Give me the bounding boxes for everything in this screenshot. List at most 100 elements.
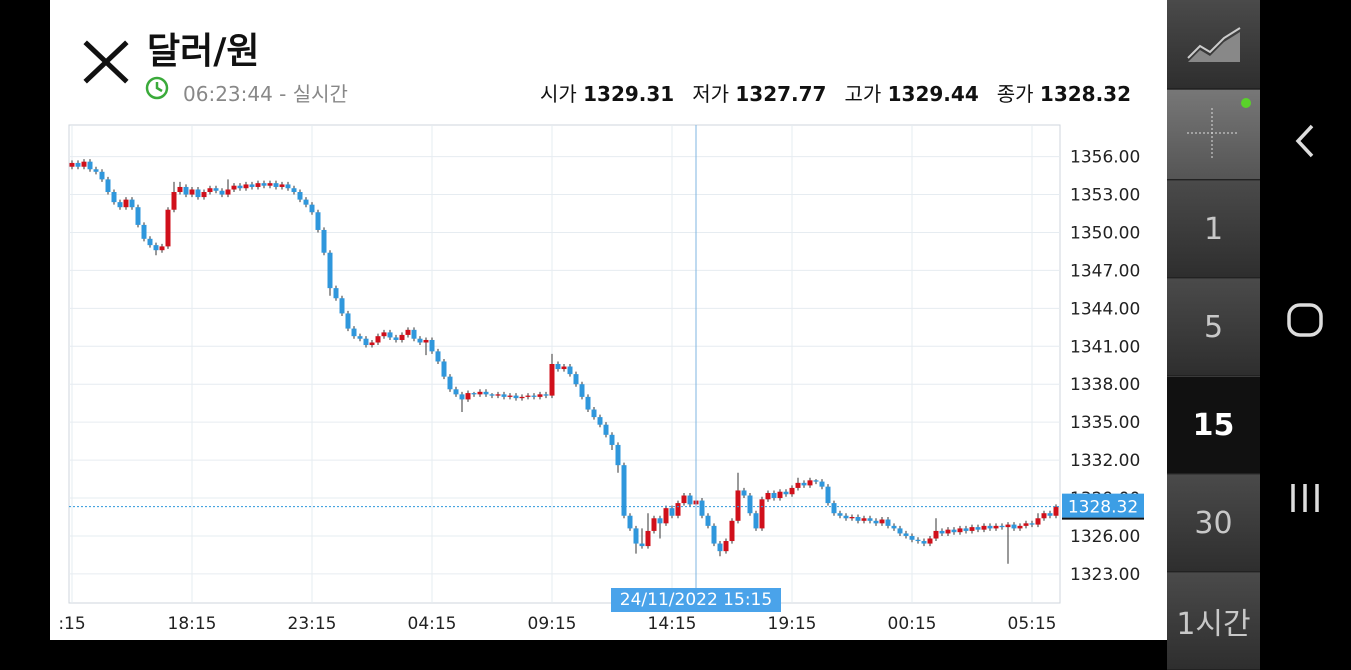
candle-body — [621, 465, 627, 516]
candle-body — [435, 351, 441, 362]
candle-body — [159, 246, 165, 251]
x-tick-label: 05:15 — [1008, 614, 1057, 634]
interval-button[interactable]: 15 — [1167, 377, 1260, 474]
candle-body — [921, 541, 927, 544]
chart-icon — [1186, 27, 1241, 62]
candle-body — [711, 525, 717, 544]
candle-body — [645, 530, 651, 547]
candle-body — [423, 339, 429, 343]
candle-body — [345, 313, 351, 329]
candle-body — [399, 334, 405, 340]
interval-button[interactable]: 1시간 — [1167, 573, 1260, 670]
stat-value: 1329.31 — [583, 82, 675, 106]
stat-value: 1329.44 — [887, 82, 979, 106]
chart: 1323.001326.001329.001332.001335.001338.… — [58, 124, 1144, 634]
crosshair-button[interactable] — [1167, 90, 1260, 180]
candle-body — [753, 513, 759, 529]
candle-body — [429, 339, 435, 352]
candle-body — [75, 162, 81, 167]
candle-body — [483, 391, 489, 395]
candle-body — [213, 188, 219, 191]
candle-body — [375, 336, 381, 343]
candle-body — [465, 393, 471, 400]
candle-body — [459, 394, 465, 400]
app: 달러/원 06:23:44 - 실시간 시가 1329.31 저가 1327.77… — [50, 0, 1167, 640]
candle-body — [969, 527, 975, 531]
candle-body — [255, 183, 261, 187]
stat: 시가 1329.31 — [540, 78, 674, 107]
y-tick-label: 1332.00 — [1070, 451, 1140, 471]
candle-body — [297, 192, 303, 200]
interval-button[interactable]: 1 — [1167, 181, 1260, 278]
time: 06:23:44 - 실시간 — [183, 82, 348, 106]
candle-body — [843, 515, 849, 519]
candle-body — [81, 161, 87, 167]
candle-body — [513, 395, 519, 399]
candle-body — [615, 444, 621, 466]
candle-body — [219, 190, 225, 195]
x-tick-label: 19:15 — [768, 614, 817, 634]
x-tick-label: 00:15 — [888, 614, 937, 634]
chart-type-button[interactable] — [1167, 0, 1260, 89]
candle-body — [627, 515, 633, 529]
clock-icon — [145, 76, 169, 100]
candle-body — [177, 186, 183, 193]
back-button[interactable] — [1295, 124, 1314, 158]
candle-body — [531, 395, 537, 397]
x-tick-label: 23:15 — [288, 614, 337, 634]
candle-body — [669, 508, 675, 516]
candle-body — [141, 224, 147, 239]
candle-body — [873, 520, 879, 524]
candle-body — [201, 192, 207, 198]
candle-body — [927, 538, 933, 544]
candle-body — [105, 179, 111, 193]
x-tick-label: 09:15 — [528, 614, 577, 634]
interval-button[interactable]: 5 — [1167, 279, 1260, 376]
x-tick-label: :15 — [58, 614, 85, 634]
candle-body — [909, 535, 915, 540]
interval-button[interactable]: 30 — [1167, 475, 1260, 572]
candle-body — [405, 329, 411, 335]
candle-body — [237, 185, 243, 189]
candle-body — [897, 528, 903, 534]
y-tick-label: 1353.00 — [1070, 186, 1140, 206]
candle-body — [525, 395, 531, 397]
candle-body — [477, 391, 483, 395]
candle-body — [879, 519, 885, 524]
candle-body — [975, 527, 981, 530]
candle-body — [1029, 523, 1035, 525]
candle-body — [69, 162, 75, 167]
candle-body — [1053, 506, 1059, 516]
candle-body — [231, 185, 237, 190]
candle-body — [147, 238, 153, 246]
candle-body — [915, 539, 921, 542]
candle-body — [507, 395, 513, 397]
nav-icons — [1287, 124, 1323, 512]
candle-body — [351, 328, 357, 337]
candle-body — [123, 199, 129, 208]
recents-button[interactable] — [1291, 484, 1319, 512]
candle-body — [777, 491, 783, 499]
candle-body — [555, 364, 561, 370]
candle-body — [1047, 513, 1053, 516]
stats: 시가 1329.31 저가 1327.77 고가 1329.44 종가 1328.32 — [522, 78, 1131, 107]
candle-body — [285, 184, 291, 189]
candle-body — [129, 199, 135, 208]
home-button[interactable] — [1287, 303, 1323, 337]
candle-body — [675, 503, 681, 516]
y-tick-label: 1335.00 — [1070, 413, 1140, 433]
candle-body — [471, 393, 477, 395]
stat-label: 시가 — [539, 82, 577, 106]
candle-body — [957, 528, 963, 533]
candle-body — [789, 487, 795, 495]
stat-value: 1327.77 — [735, 82, 827, 106]
close-button[interactable] — [83, 40, 129, 84]
y-tick-label: 1323.00 — [1070, 565, 1140, 585]
stat-value: 1328.32 — [1039, 82, 1131, 106]
candle-body — [687, 495, 693, 505]
x-tick-label: 04:15 — [408, 614, 457, 634]
candle-body — [309, 204, 315, 213]
candle-body — [597, 417, 603, 425]
candle-body — [195, 189, 201, 198]
candle-body — [771, 492, 777, 499]
